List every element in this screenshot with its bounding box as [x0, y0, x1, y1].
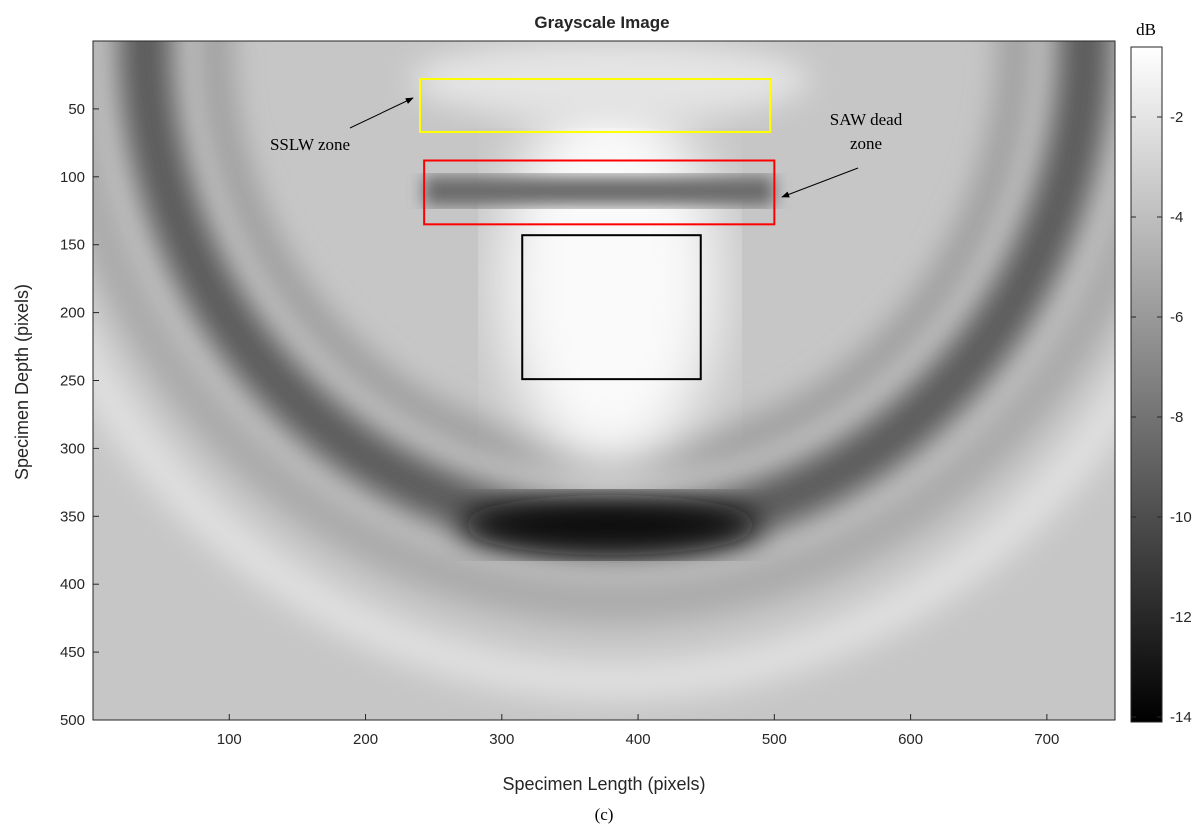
x-tick-label: 400 — [626, 731, 651, 748]
x-tick-label: 300 — [489, 731, 514, 748]
annotation-box — [419, 78, 772, 133]
y-tick-label: 350 — [60, 508, 85, 525]
x-tick-label: 200 — [353, 731, 378, 748]
colorbar — [1130, 46, 1163, 723]
caption: (c) — [595, 805, 614, 824]
arrow — [349, 97, 414, 129]
x-tick-label: 700 — [1034, 731, 1059, 748]
y-tick-label: 200 — [60, 305, 85, 322]
colorbar-tick-label: -4 — [1170, 209, 1183, 226]
colorbar-tick-label: -14 — [1170, 709, 1192, 726]
colorbar-tick-label: -8 — [1170, 409, 1183, 426]
y-tick-label: 400 — [60, 576, 85, 593]
x-tick-label: 500 — [762, 731, 787, 748]
colorbar-tick-label: -10 — [1170, 509, 1192, 526]
y-tick-label: 500 — [60, 712, 85, 729]
y-tick-label: 100 — [60, 169, 85, 186]
colorbar-tick-label: -6 — [1170, 309, 1183, 326]
colorbar-label: dB — [1136, 20, 1156, 39]
annotation-text: SSLW zone — [270, 135, 350, 154]
y-tick-label: 50 — [68, 101, 85, 118]
colorbar-tick-label: -2 — [1170, 109, 1183, 126]
y-axis-label: Specimen Depth (pixels) — [12, 284, 32, 480]
chart-title: Grayscale Image — [534, 13, 669, 32]
y-tick-label: 150 — [60, 237, 85, 254]
annotation-box — [521, 234, 702, 381]
x-tick-label: 600 — [898, 731, 923, 748]
x-tick-label: 100 — [217, 731, 242, 748]
y-tick-label: 300 — [60, 440, 85, 457]
colorbar-tick-label: -12 — [1170, 609, 1192, 626]
x-axis-label: Specimen Length (pixels) — [502, 774, 705, 794]
annotation-text: zone — [850, 134, 882, 153]
y-tick-label: 450 — [60, 644, 85, 661]
y-tick-label: 250 — [60, 373, 85, 390]
annotation-box — [423, 159, 776, 226]
arrow — [781, 167, 859, 198]
image — [93, 41, 1115, 720]
annotation-text: SAW dead — [830, 110, 903, 129]
